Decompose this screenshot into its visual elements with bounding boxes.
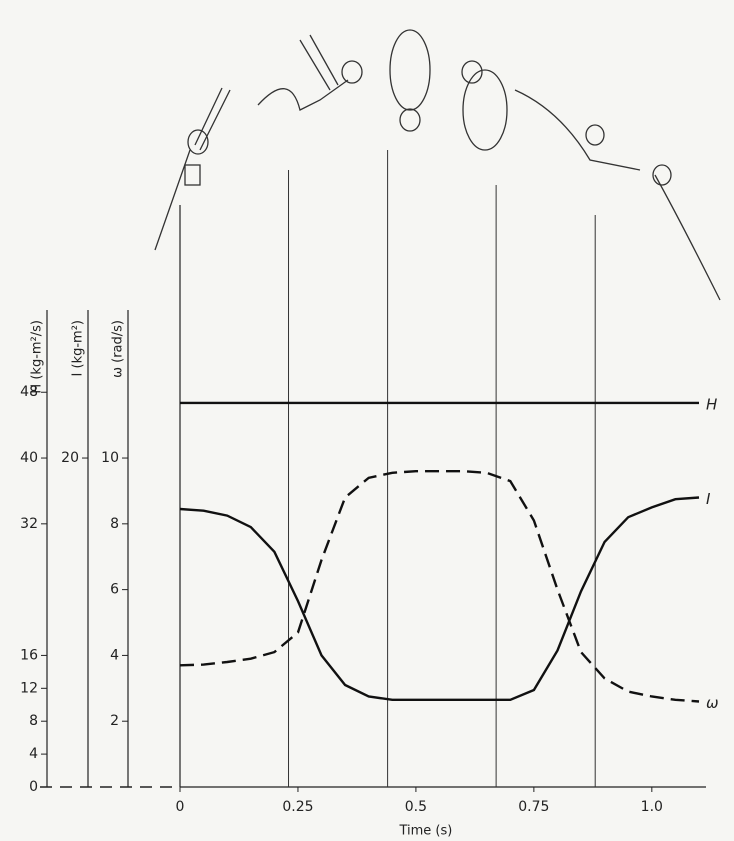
y-axis-label: H (kg-m²/s): [30, 320, 45, 394]
y-axis-label: ω (rad/s): [111, 320, 126, 378]
diver-figure: [462, 61, 507, 150]
series-label: I: [706, 490, 711, 508]
series-line: [180, 498, 699, 700]
y-tick-label: 40: [20, 450, 38, 466]
y-tick-label: 8: [29, 713, 38, 729]
y-tick-label: 12: [20, 680, 38, 696]
y-tick-label: 16: [20, 647, 38, 663]
y-tick-label: 8: [110, 516, 119, 532]
y-tick-label: 4: [110, 647, 119, 663]
y-tick-label: 4: [29, 746, 38, 762]
x-tick-label: 1.0: [641, 799, 663, 815]
series-label: H: [706, 395, 717, 413]
y-tick-label: 10: [101, 450, 119, 466]
diver-figure: [155, 88, 230, 250]
y-tick-label: 32: [20, 516, 38, 532]
y-tick-label: 48: [20, 384, 38, 400]
y-axis-label: I (kg-m²): [71, 320, 86, 376]
series-label: ω: [706, 694, 719, 712]
y-tick-label: 2: [110, 713, 119, 729]
y-tick-label: 20: [61, 450, 79, 466]
diver-figures: [155, 30, 720, 300]
x-tick-label: 0.25: [282, 799, 313, 815]
diver-figure: [258, 35, 362, 110]
x-axis-label: Time (s): [398, 824, 452, 839]
diver-figure: [515, 90, 720, 300]
y-tick-label: 6: [110, 582, 119, 598]
y-tick-label: 0: [29, 779, 38, 795]
x-tick-label: 0: [176, 799, 185, 815]
diver-figure: [390, 30, 430, 131]
x-tick-label: 0.75: [518, 799, 549, 815]
series-line: [180, 471, 699, 701]
x-tick-label: 0.5: [405, 799, 427, 815]
chart: H (kg-m²/s)0481216324048I (kg-m²)20ω (ra…: [0, 0, 734, 841]
